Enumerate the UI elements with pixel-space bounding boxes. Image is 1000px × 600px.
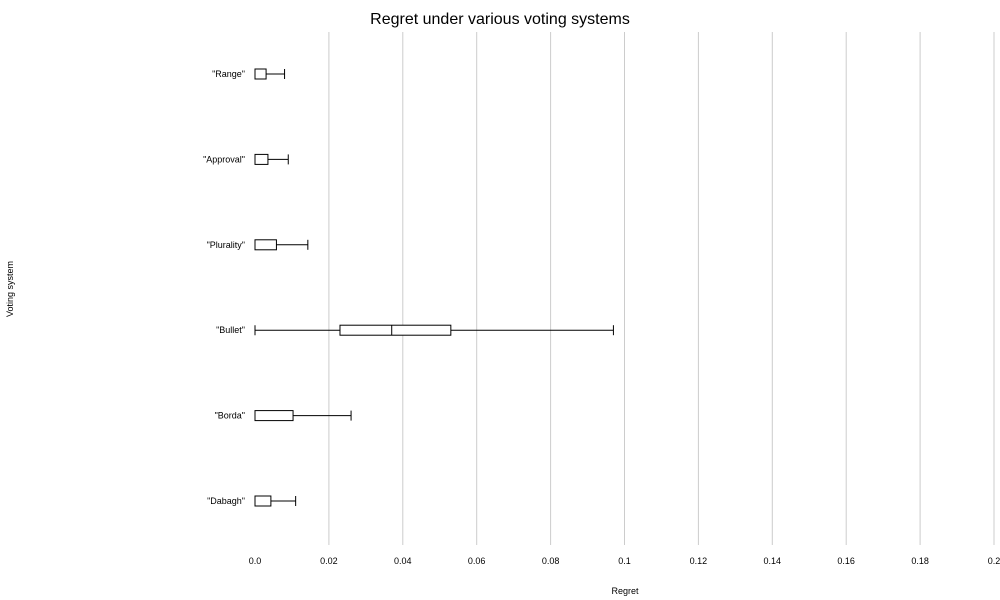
x-tick-label: 0.12	[690, 556, 708, 566]
box-plot-item	[254, 410, 352, 422]
box-plot-item	[254, 68, 286, 80]
box-iqr	[254, 68, 267, 80]
x-tick-label: 0.06	[468, 556, 486, 566]
boxes	[254, 68, 614, 507]
box-iqr	[254, 153, 269, 165]
category-label: "Borda"	[215, 411, 245, 421]
box-iqr	[254, 239, 277, 251]
box-plot-item	[254, 153, 289, 165]
category-label: "Plurality"	[207, 240, 245, 250]
x-tick-label: 0.1	[618, 556, 631, 566]
y-axis-label: Voting system	[5, 261, 15, 317]
category-label: "Dabagh"	[207, 496, 245, 506]
x-tick-label: 0.02	[320, 556, 338, 566]
x-tick-label: 0.04	[394, 556, 412, 566]
box-plot-item	[254, 324, 614, 336]
box-iqr	[254, 410, 294, 422]
x-axis-label: Regret	[611, 586, 639, 596]
box-iqr	[254, 495, 272, 507]
category-label: "Bullet"	[216, 325, 245, 335]
x-tick-label: 0.08	[542, 556, 560, 566]
x-tick-labels: 0.0 0.02 0.04 0.06 0.08 0.1 0.12 0.14 0.16 0.18 0.…	[249, 556, 1000, 566]
x-tick-label: 0.0	[249, 556, 262, 566]
x-tick-label: 0.18	[911, 556, 929, 566]
x-tick-label: 0.14	[764, 556, 782, 566]
chart-title: Regret under various voting systems	[370, 11, 630, 28]
category-labels: "Range" "Approval" "Plurality" "Bullet" "Bor…	[203, 69, 245, 506]
x-tick-label: 0.16	[837, 556, 855, 566]
box-plot-item	[254, 239, 309, 251]
box-iqr	[339, 324, 452, 336]
gridlines	[328, 32, 995, 545]
x-tick-label: 0.2	[988, 556, 1000, 566]
box-plot-item	[254, 495, 297, 507]
category-label: "Range"	[212, 69, 245, 79]
category-label: "Approval"	[203, 154, 245, 164]
